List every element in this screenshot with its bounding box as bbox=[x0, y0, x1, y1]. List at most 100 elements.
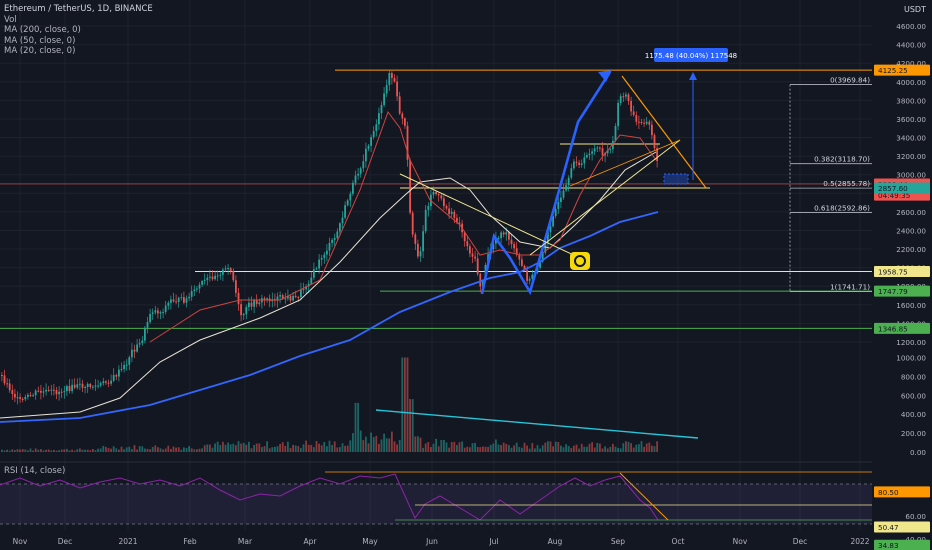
candle-body bbox=[643, 122, 645, 124]
volume-bar bbox=[393, 441, 396, 452]
volume-bar bbox=[146, 448, 149, 452]
candle-body bbox=[99, 383, 102, 386]
volume-bar bbox=[552, 446, 554, 452]
candle-body bbox=[29, 394, 32, 396]
price-badge-bg-4 bbox=[874, 265, 930, 277]
candle-body bbox=[292, 295, 294, 301]
volume-bar bbox=[487, 446, 489, 452]
volume-bar bbox=[209, 444, 211, 452]
candle-body bbox=[505, 232, 508, 235]
volume-bar bbox=[656, 441, 658, 452]
legend-ma200: MA (200, close, 0) bbox=[4, 25, 81, 35]
candle-body bbox=[266, 298, 268, 301]
volume-bar bbox=[505, 443, 508, 452]
volume-bar bbox=[606, 448, 609, 452]
rsi-line bbox=[0, 473, 659, 521]
volume-bar bbox=[47, 449, 50, 452]
candle-body bbox=[651, 124, 653, 136]
rsi-badge-bg-2 bbox=[874, 539, 930, 550]
candle-body bbox=[193, 289, 196, 292]
candle-body bbox=[297, 297, 300, 299]
volume-bar bbox=[167, 445, 170, 452]
volume-bar bbox=[188, 446, 190, 452]
candle-body bbox=[497, 238, 500, 240]
currency-label: USDT bbox=[904, 5, 926, 14]
volume-bar bbox=[497, 444, 500, 452]
volume-bar bbox=[482, 446, 484, 452]
candle-body bbox=[471, 253, 474, 257]
volume-bar bbox=[6, 449, 8, 452]
volume-bar bbox=[131, 449, 133, 452]
candle-body bbox=[196, 288, 198, 290]
candle-body bbox=[162, 311, 164, 313]
candle-body bbox=[89, 383, 92, 388]
volume-bar bbox=[544, 442, 547, 452]
volume-tick-1: 800.00 bbox=[901, 372, 927, 381]
candle-body bbox=[528, 278, 531, 281]
candle-body bbox=[391, 73, 393, 79]
measure-badge bbox=[654, 48, 728, 62]
candle-body bbox=[557, 201, 560, 209]
candle-body bbox=[333, 237, 336, 240]
fib-label-3: 0.618(2592.86) bbox=[814, 204, 870, 213]
candle-body bbox=[635, 114, 638, 122]
legend-ma-extra: MA (20, close, 0) bbox=[4, 46, 76, 56]
candle-body bbox=[656, 148, 658, 162]
volume-bar bbox=[300, 448, 302, 452]
candle-body bbox=[219, 274, 222, 276]
volume-bar bbox=[125, 447, 128, 452]
volume-bar bbox=[107, 448, 110, 452]
x-tick-8: Jul bbox=[488, 537, 498, 546]
candle-body bbox=[40, 390, 42, 393]
rsi-band bbox=[0, 484, 872, 524]
volume-tick-0: 1000.00 bbox=[896, 354, 926, 363]
candle-body bbox=[294, 295, 297, 298]
legend-ma50: MA (50, close, 0) bbox=[4, 35, 76, 46]
price-tick-7: 3200.00 bbox=[896, 152, 926, 161]
candle-body bbox=[310, 277, 313, 284]
volume-bar bbox=[653, 446, 656, 452]
candle-body bbox=[380, 104, 383, 114]
candle-body bbox=[248, 302, 250, 308]
volume-bar bbox=[604, 446, 606, 452]
legend-title: Ethereum / TetherUS, 1D, BINANCE bbox=[4, 4, 153, 14]
pattern-arrow-line bbox=[480, 71, 612, 296]
candle-body bbox=[526, 270, 528, 281]
volume-bar bbox=[502, 442, 505, 452]
candle-body bbox=[554, 208, 557, 217]
candle-body bbox=[372, 131, 375, 138]
volume-bar bbox=[112, 446, 115, 452]
candle-body bbox=[276, 296, 279, 301]
wedge-lower bbox=[569, 139, 681, 187]
volume-bar bbox=[21, 449, 24, 452]
volume-bar bbox=[635, 444, 638, 452]
price-tick-5: 3600.00 bbox=[896, 115, 926, 124]
candle-body bbox=[115, 375, 118, 377]
volume-bar bbox=[97, 448, 99, 452]
rsi-legend: RSI (14, close) bbox=[4, 466, 66, 476]
candle-body bbox=[237, 292, 240, 305]
volume-bar bbox=[53, 449, 55, 452]
volume-bar bbox=[136, 449, 138, 452]
volume-bar bbox=[172, 446, 175, 452]
candle-body bbox=[84, 387, 86, 389]
candle-body bbox=[175, 301, 177, 303]
candle-body bbox=[567, 177, 570, 186]
candle-body bbox=[450, 211, 453, 214]
volume-tick-5: 0.00 bbox=[910, 448, 926, 457]
x-tick-10: Sep bbox=[611, 537, 625, 546]
volume-bar bbox=[401, 357, 404, 452]
volume-bar bbox=[170, 448, 172, 452]
volume-bar bbox=[73, 450, 76, 452]
camera-icon[interactable] bbox=[570, 252, 590, 270]
volume-bar bbox=[141, 446, 144, 452]
volume-bar bbox=[276, 446, 279, 452]
candle-body bbox=[601, 148, 604, 156]
volume-bar bbox=[27, 450, 29, 452]
candle-body bbox=[349, 193, 352, 201]
volume-bar bbox=[14, 450, 16, 452]
volume-bar bbox=[461, 441, 463, 452]
candle-body bbox=[63, 391, 66, 393]
candle-body bbox=[242, 314, 245, 316]
